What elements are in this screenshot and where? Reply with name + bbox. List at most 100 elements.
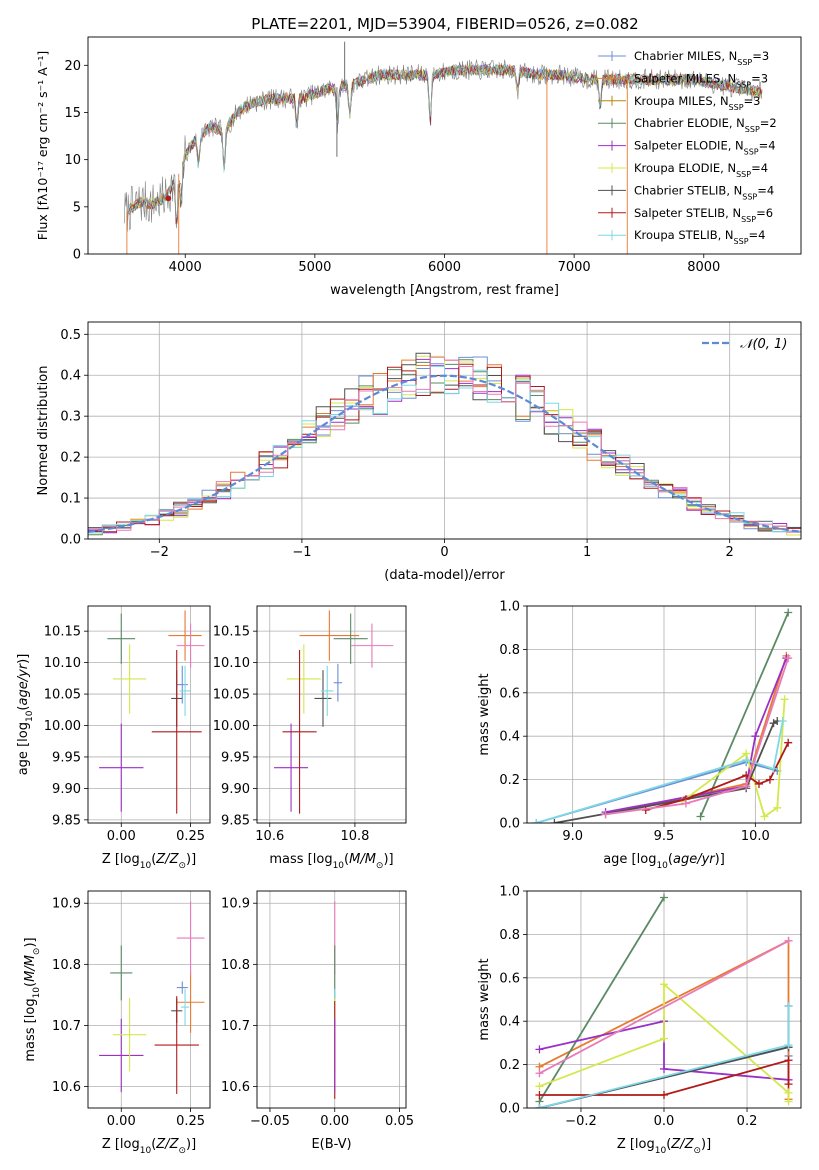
y-tick-label: 0.2 — [60, 451, 81, 466]
x-axis-label: mass [log10(M/M⊙)] — [269, 852, 393, 871]
label-part: age/yr — [673, 852, 716, 867]
label-part: Z [log — [617, 1137, 655, 1152]
y-tick-label: 9.90 — [221, 782, 250, 797]
data-point — [154, 996, 199, 1094]
x-tick-label: 1 — [583, 545, 591, 560]
axes-border — [87, 36, 802, 255]
label-part: 10 — [32, 987, 42, 999]
plot-area — [274, 610, 394, 814]
label-part: Z/Z — [155, 852, 179, 867]
y-tick-label: 0 — [73, 248, 81, 263]
data-point — [333, 663, 343, 702]
x-tick-label: 0.0 — [654, 1114, 675, 1129]
y-axis-label: mass weight — [477, 673, 492, 755]
label-part: 10 — [333, 861, 345, 871]
label-part: mass [log — [23, 998, 38, 1061]
line-series — [532, 717, 787, 823]
y-tick-label: 0.0 — [499, 1102, 520, 1117]
legend-entry: Chabrier ELODIE, NSSP=2 — [634, 116, 777, 134]
data-point — [180, 988, 190, 1026]
model-spectrum — [127, 64, 762, 219]
data-point — [286, 644, 321, 714]
line-series — [550, 717, 782, 823]
data-point — [176, 901, 205, 975]
series-point — [535, 1045, 544, 1054]
legend-sub: SSP — [744, 147, 759, 156]
plot-area — [532, 608, 793, 823]
series-line — [605, 657, 790, 816]
plot-area — [88, 352, 801, 538]
legend-tail: =3 — [744, 94, 761, 108]
x-tick-label: 0.00 — [320, 1114, 349, 1129]
x-tick-label: −0.05 — [250, 1114, 290, 1129]
data-point — [179, 665, 191, 717]
y-tick-label: 0.3 — [60, 410, 81, 425]
series-point — [601, 810, 610, 819]
label-part: ⊙ — [178, 1146, 186, 1156]
label-part: ( — [344, 852, 349, 867]
line-series — [641, 738, 793, 814]
legend-text: Salpeter ELODIE, N — [634, 139, 744, 153]
data-point — [112, 644, 147, 714]
y-axis-label: mass [log10(M/M⊙)] — [23, 937, 42, 1061]
y-axis-label: Flux [fλ10⁻¹⁷ erg cm⁻² s⁻¹ A⁻¹] — [35, 51, 50, 240]
axes-frame: −0.2 0.0 0.2 0.0 0.2 0.4 0.6 0.8 1.0 — [499, 885, 802, 1129]
plot-area — [535, 893, 793, 1108]
line-series — [532, 758, 782, 823]
label-part: )] — [701, 1137, 711, 1152]
series-line — [645, 742, 790, 811]
legend-tail: =4 — [759, 139, 776, 153]
x-axis-label: Z [log10(Z/Z⊙)] — [617, 1137, 711, 1156]
legend-tail: =3 — [752, 49, 769, 63]
y-tick-label: 9.90 — [52, 782, 81, 797]
x-tick-label: 10.8 — [340, 829, 369, 844]
series-point — [532, 819, 541, 823]
data-point — [176, 971, 205, 1033]
series-point — [535, 1069, 544, 1078]
legend-entry: Chabrier STELIB, NSSP=4 — [634, 183, 774, 201]
series-point — [742, 782, 751, 791]
legend-sub: SSP — [734, 237, 749, 246]
y-tick-label: 0.8 — [499, 643, 520, 658]
y-tick-label: 9.85 — [52, 813, 81, 828]
legend-text: Chabrier ELODIE, N — [634, 116, 745, 130]
series-line — [539, 1020, 789, 1081]
series-point — [660, 1064, 668, 1073]
grid-lines — [88, 606, 210, 823]
legend: 𝒩(0, 1) — [702, 337, 787, 352]
series-point — [765, 775, 774, 784]
series-point — [660, 1034, 668, 1043]
label-part: Z [log — [102, 852, 140, 867]
line-series — [535, 980, 793, 1106]
label-part: 10 — [140, 1146, 152, 1156]
label-part: ⊙ — [376, 861, 384, 871]
label-part: )] — [186, 1137, 196, 1152]
label-part: Z/Z — [670, 1137, 694, 1152]
y-tick-label: 0.5 — [60, 328, 81, 343]
label-part: )] — [16, 654, 31, 664]
series-line — [539, 940, 789, 1075]
x-tick-label: −2 — [150, 545, 169, 560]
label-part: mass [log — [269, 852, 332, 867]
y-axis-label: age [log10(age/yr)] — [16, 654, 35, 776]
axes-frame: 10.6 10.8 9.85 9.90 9.95 10.00 10.05 10.10 10.15 — [213, 605, 407, 844]
label-part: 10 — [655, 1146, 667, 1156]
series-point — [784, 1080, 793, 1089]
series-point — [773, 803, 782, 812]
y-tick-label: 9.85 — [221, 813, 250, 828]
series-point — [660, 1090, 668, 1099]
series-point — [696, 812, 705, 821]
series-point — [784, 1088, 793, 1097]
x-tick-label: 0.2 — [737, 1114, 758, 1129]
x-axis-label: Z [log10(Z/Z⊙)] — [102, 1137, 196, 1156]
axes-border — [526, 890, 802, 1109]
legend-tail: =4 — [757, 183, 774, 197]
y-tick-label: 10.6 — [52, 1080, 81, 1095]
y-axis-label: Normed distribution — [36, 366, 51, 496]
plot-area — [99, 901, 205, 1094]
x-tick-label: 10.6 — [255, 829, 284, 844]
y-tick-label: 0.4 — [499, 730, 520, 745]
y-axis-label: mass weight — [477, 958, 492, 1040]
label-part: Z [log — [102, 1137, 140, 1152]
series-point — [535, 1104, 544, 1108]
